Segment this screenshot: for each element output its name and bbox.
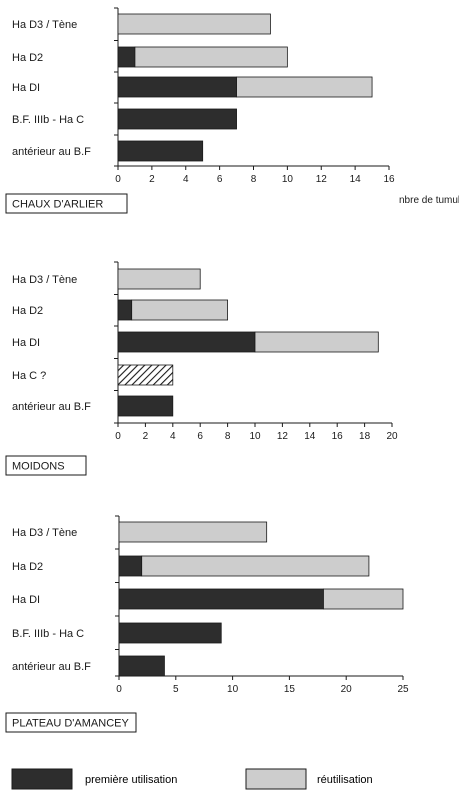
bar-segment <box>141 555 370 577</box>
category-label: Ha D2 <box>12 561 43 573</box>
x-tick-label: 2 <box>143 431 149 442</box>
x-tick-label: 4 <box>183 174 189 185</box>
x-tick-label: 15 <box>284 684 296 695</box>
category-label: Ha DI <box>12 337 40 349</box>
bar-segment <box>254 331 379 353</box>
category-label: B.F. IIIb - Ha C <box>12 628 84 640</box>
legend-swatch-first-use <box>11 768 73 790</box>
x-tick-label: 12 <box>316 174 328 185</box>
bar-segment <box>131 299 228 321</box>
category-label: Ha D3 / Tène <box>12 19 77 31</box>
x-tick-label: 8 <box>225 431 231 442</box>
x-tick-label: 14 <box>304 431 316 442</box>
x-tick-label: 14 <box>350 174 362 185</box>
bar-segment <box>134 46 288 68</box>
x-tick-label: 6 <box>197 431 203 442</box>
chart-title: CHAUX D'ARLIER <box>12 199 103 211</box>
bar-segment <box>118 555 143 577</box>
x-tick-label: 0 <box>116 684 122 695</box>
bar-segment <box>117 13 271 35</box>
x-tick-label: 18 <box>359 431 371 442</box>
x-tick-label: 8 <box>251 174 257 185</box>
x-tick-label: 16 <box>383 174 395 185</box>
x-tick-label: 20 <box>341 684 353 695</box>
bar-segment <box>117 76 237 98</box>
x-tick-label: 10 <box>249 431 261 442</box>
chart-title: PLATEAU D'AMANCEY <box>12 718 129 730</box>
x-tick-label: 10 <box>227 684 239 695</box>
category-label: Ha D3 / Tène <box>12 527 77 539</box>
bar-segment <box>323 588 404 610</box>
x-axis-label: nbre de tumulus <box>399 195 459 206</box>
x-tick-label: 4 <box>170 431 176 442</box>
bar-segment <box>118 521 268 543</box>
x-tick-label: 5 <box>173 684 179 695</box>
chart-title-box <box>5 712 137 733</box>
bar-segment <box>117 108 237 130</box>
category-label: Ha D3 / Tène <box>12 274 77 286</box>
bar-segment <box>117 46 136 68</box>
bar-segment <box>117 140 204 162</box>
category-label: Ha DI <box>12 82 40 94</box>
x-tick-label: 25 <box>397 684 409 695</box>
legend-swatch-reuse <box>245 768 307 790</box>
bar-segment <box>118 588 324 610</box>
chart-title: MOIDONS <box>12 461 65 473</box>
x-tick-label: 0 <box>115 174 121 185</box>
bar-segment <box>236 76 373 98</box>
bar-segment <box>117 364 174 386</box>
bar-segment <box>117 331 256 353</box>
category-label: antérieur au B.F <box>12 401 91 413</box>
x-tick-label: 10 <box>282 174 294 185</box>
chart-title-box <box>5 455 87 476</box>
chart-title-box <box>5 193 128 214</box>
category-label: B.F. IIIb - Ha C <box>12 114 84 126</box>
category-label: Ha D2 <box>12 52 43 64</box>
x-tick-label: 20 <box>386 431 398 442</box>
x-tick-label: 2 <box>149 174 155 185</box>
x-tick-label: 0 <box>115 431 121 442</box>
chart-panel: 0 5 10 15 20 25 Ha D3 / Tène Ha D2 Ha DI B.F. III… <box>5 515 409 733</box>
bar-segment <box>118 622 222 644</box>
legend-label-first-use: première utilisation <box>85 774 177 786</box>
x-tick-label: 6 <box>217 174 223 185</box>
x-tick-label: 16 <box>332 431 344 442</box>
bar-segment <box>117 395 174 417</box>
category-label: Ha C ? <box>12 370 46 382</box>
bar-segment <box>117 268 201 290</box>
x-tick-label: 12 <box>277 431 289 442</box>
category-label: antérieur au B.F <box>12 146 91 158</box>
legend-label-reuse: réutilisation <box>317 774 373 786</box>
category-label: Ha D2 <box>12 305 43 317</box>
bar-segment <box>117 299 133 321</box>
chart-panel: 0 2 4 6 8 10 12 14 16 18 20 Ha D3 / Tène Ha D2 Ha DI H… <box>5 261 398 476</box>
legend: première utilisation réutilisation <box>11 768 373 790</box>
bar-segment <box>118 655 165 677</box>
category-label: Ha DI <box>12 594 40 606</box>
category-label: antérieur au B.F <box>12 661 91 673</box>
chart-panel: 0 2 4 6 8 10 12 14 16 nbre de tumulus Ha D3 / Tène… <box>5 7 459 214</box>
